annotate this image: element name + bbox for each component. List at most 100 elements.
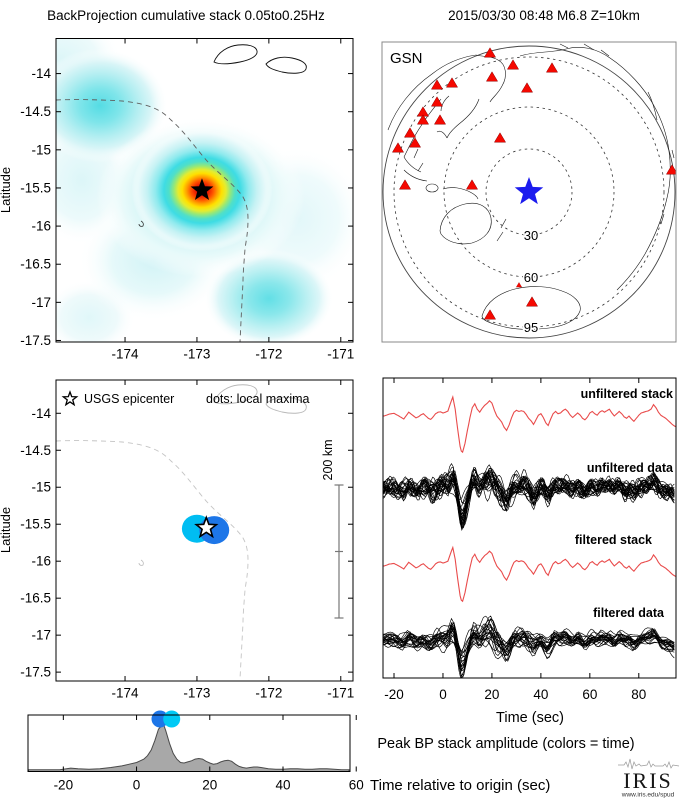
island-outline — [213, 44, 258, 65]
scale-bar — [334, 484, 344, 619]
station-triangle — [493, 132, 507, 143]
x-tick-label: 80 — [631, 687, 646, 702]
y-tick-label: -16.5 — [20, 591, 51, 606]
data-trace — [383, 629, 675, 653]
station-triangle — [391, 142, 405, 153]
station-triangle — [433, 114, 447, 125]
station-triangle — [430, 79, 444, 90]
maxima-map-panel — [56, 384, 307, 680]
y-tick-label: -15.5 — [20, 180, 51, 195]
station-triangle — [445, 77, 459, 88]
distance-ring — [393, 56, 665, 328]
maxima-axes-box — [55, 379, 354, 682]
station-triangle — [665, 164, 676, 175]
y-tick-label: -14 — [31, 66, 51, 81]
y-tick-label: -15 — [31, 480, 51, 495]
x-tick-label: 0 — [439, 687, 447, 702]
peak-time-dot — [163, 710, 181, 728]
station-triangle — [408, 137, 422, 148]
station-triangle — [398, 179, 412, 190]
x-tick-label: 0 — [133, 778, 141, 793]
station-map-box — [381, 41, 677, 343]
globe-horizon-circle — [382, 45, 676, 339]
y-tick-label: -17.5 — [20, 333, 51, 348]
seismogram-icon — [618, 758, 680, 770]
y-tick-label: -16 — [31, 219, 51, 234]
x-tick-label: 40 — [533, 687, 548, 702]
x-tick-label: 60 — [349, 778, 364, 793]
p3-ylabel: Latitude — [0, 507, 13, 553]
x-tick-label: -172 — [255, 686, 282, 701]
data-trace — [383, 467, 675, 524]
station-triangle — [430, 96, 444, 107]
y-tick-label: -15.5 — [20, 517, 51, 532]
station-triangle — [483, 47, 497, 58]
data-trace — [383, 615, 675, 671]
station-triangle — [485, 71, 499, 82]
amplitude-area — [28, 724, 350, 772]
x-tick-label: -172 — [255, 347, 282, 362]
island-outline-gray — [265, 396, 307, 414]
left-panel-title: BackProjection cumulative stack 0.05to0.… — [47, 8, 325, 23]
data-trace — [383, 474, 675, 512]
p1-ylabel: Latitude — [0, 167, 13, 213]
amplitude-axes-box — [27, 714, 351, 772]
trench-line-gray — [56, 440, 249, 680]
waveform-panel — [383, 395, 676, 678]
iris-logo-url: www.iris.edu/spud — [621, 792, 675, 799]
x-tick-label: 60 — [582, 687, 597, 702]
station-triangle — [520, 82, 534, 93]
heatmap-axes-box — [55, 38, 354, 343]
heatmap-panel — [56, 38, 353, 342]
island-outline-gray — [213, 384, 258, 405]
data-trace — [383, 621, 675, 666]
islet-mark-gray — [138, 559, 144, 566]
data-trace — [383, 626, 675, 658]
y-tick-label: -14.5 — [20, 443, 51, 458]
y-tick-label: -16.5 — [20, 257, 51, 272]
trench-line — [56, 99, 249, 342]
station-map-panel: 30 60 95 — [382, 43, 676, 339]
x-tick-label: -174 — [112, 686, 140, 701]
station-triangle — [465, 179, 479, 190]
x-tick-label: -171 — [327, 347, 354, 362]
y-tick-label: -15 — [31, 142, 51, 157]
legend-star-icon — [61, 390, 79, 407]
x-tick-label: 20 — [202, 778, 217, 793]
data-trace — [383, 624, 675, 660]
event-title: 2015/03/30 08:48 M6.8 Z=10km — [448, 8, 640, 23]
y-tick-label: -14.5 — [20, 104, 51, 119]
y-tick-label: -14 — [31, 406, 51, 421]
ring-distance-label: 95 — [524, 320, 538, 335]
station-triangle — [416, 114, 430, 125]
amplitude-panel — [28, 724, 350, 772]
waveform-axes-box — [382, 377, 677, 679]
y-tick-label: -17.5 — [20, 665, 51, 680]
data-trace — [383, 618, 675, 672]
data-trace — [383, 475, 675, 516]
y-tick-label: -17 — [31, 295, 51, 310]
scale-bar-label: 200 km — [321, 440, 335, 481]
data-trace — [383, 462, 675, 529]
p4-xlabel: Time (sec) — [496, 710, 564, 726]
x-tick-label: -174 — [112, 347, 140, 362]
ring-distance-label: 60 — [524, 270, 538, 285]
y-tick-label: -16 — [31, 554, 51, 569]
iris-logo-text: IRIS — [623, 768, 673, 793]
station-triangle — [506, 59, 520, 70]
trace-label-unfiltered-data: unfiltered data — [587, 461, 674, 475]
x-tick-label: -171 — [327, 686, 354, 701]
station-triangle — [403, 127, 417, 138]
time-origin-caption: Time relative to origin (sec) — [370, 777, 550, 794]
island-outline — [265, 56, 307, 74]
legend-star-label: USGS epicenter — [84, 392, 174, 406]
x-tick-label: -20 — [384, 687, 404, 702]
islet-mark — [138, 220, 144, 227]
x-tick-label: 40 — [275, 778, 290, 793]
station-triangle — [525, 296, 539, 307]
x-tick-label: 20 — [484, 687, 499, 702]
network-label: GSN — [390, 50, 423, 67]
trace-label-filtered-stack: filtered stack — [575, 533, 652, 547]
